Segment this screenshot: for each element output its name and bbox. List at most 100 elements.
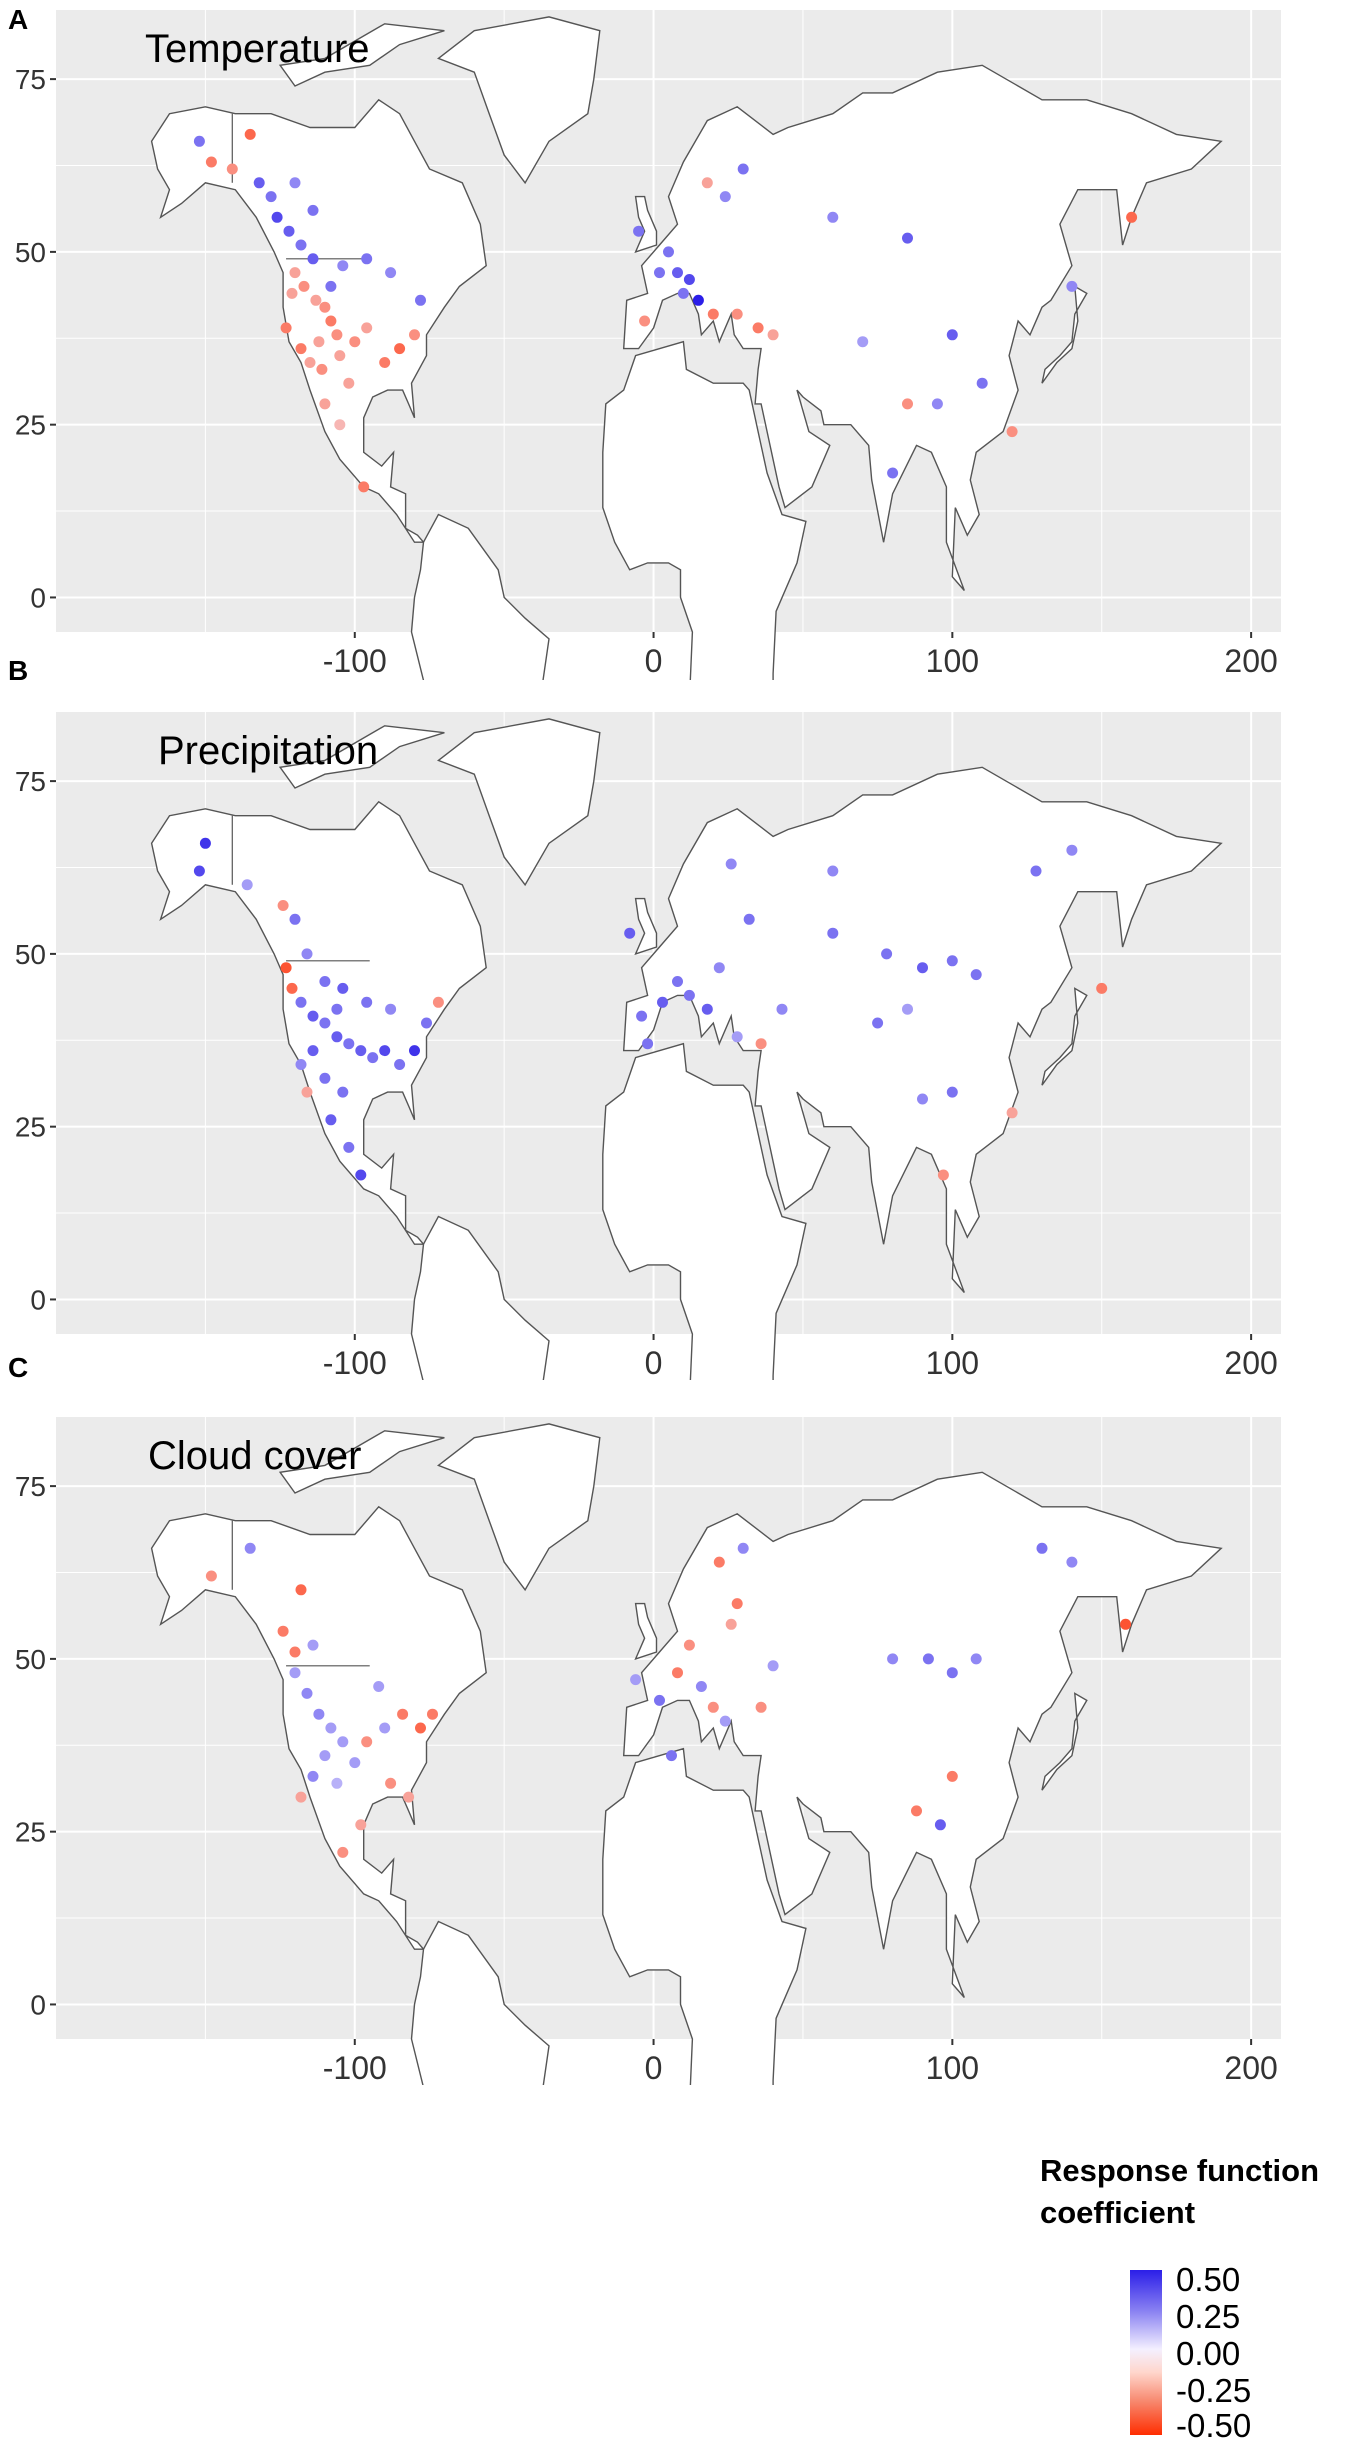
site-point — [946, 1086, 958, 1098]
site-point — [334, 419, 346, 431]
site-point — [887, 1653, 899, 1665]
site-point — [666, 1750, 677, 1762]
site-point — [1096, 982, 1108, 994]
site-point — [719, 191, 731, 203]
y-tick-label: 25 — [15, 1817, 46, 1848]
site-point — [642, 1038, 654, 1050]
site-point — [271, 211, 283, 223]
site-point — [1120, 1618, 1132, 1630]
site-point — [902, 232, 913, 244]
site-point — [827, 927, 839, 939]
site-point — [692, 294, 704, 306]
site-point — [334, 350, 346, 362]
landmass-japan — [1041, 285, 1088, 384]
y-tick-label: 25 — [15, 410, 46, 441]
site-point — [1066, 1556, 1078, 1568]
site-point — [663, 246, 674, 258]
site-point — [1066, 280, 1078, 292]
y-tick-label: 0 — [30, 1284, 46, 1315]
site-point — [295, 1584, 307, 1596]
site-point — [289, 1646, 301, 1658]
site-point — [361, 253, 373, 265]
site-point — [319, 301, 331, 313]
panel-letter-b: B — [8, 655, 29, 686]
site-point — [394, 343, 406, 355]
site-point — [331, 1031, 343, 1043]
site-point — [244, 1542, 256, 1554]
landmass-arctic-islands — [278, 1430, 445, 1494]
x-tick-label: 200 — [1224, 643, 1277, 679]
site-point — [1036, 1542, 1048, 1554]
site-point — [277, 1625, 289, 1637]
site-point — [307, 1770, 319, 1782]
site-point — [695, 1681, 707, 1692]
site-point — [295, 343, 307, 355]
landmass-britain — [634, 897, 658, 956]
landmass-britain — [634, 195, 658, 254]
x-tick-label: -100 — [323, 643, 387, 679]
map-plot-area — [56, 712, 1281, 1380]
site-point — [409, 329, 420, 341]
site-point — [355, 1169, 367, 1181]
x-tick-label: 200 — [1224, 2050, 1277, 2085]
site-point — [280, 962, 292, 974]
y-tick-label: 0 — [30, 582, 46, 613]
site-point — [379, 357, 391, 368]
y-tick-label: 75 — [15, 1471, 46, 1502]
site-point — [325, 1722, 337, 1734]
site-point — [313, 1708, 325, 1720]
landmass-greenland — [436, 16, 601, 185]
site-point — [379, 1045, 391, 1057]
x-tick-label: 100 — [926, 2050, 979, 2085]
site-point — [307, 204, 319, 216]
legend-title-line2: coefficient — [1040, 2195, 1196, 2230]
site-point — [319, 398, 331, 410]
site-point — [934, 1819, 946, 1831]
panel-title: Temperature — [145, 27, 370, 71]
site-point — [385, 1777, 397, 1789]
temperature-map: Temperature -100 0 100 200 0 25 50 75 — [15, 10, 1281, 680]
site-point — [743, 913, 755, 925]
landmass-africa — [602, 1747, 807, 2085]
site-point — [193, 135, 205, 147]
site-point — [731, 1031, 743, 1043]
site-point — [970, 969, 982, 981]
site-point — [713, 1556, 725, 1568]
site-point — [633, 225, 645, 237]
site-point — [304, 357, 316, 368]
x-tick-label: 0 — [645, 1345, 663, 1380]
site-point — [319, 1017, 331, 1029]
site-point — [827, 211, 839, 223]
site-point — [857, 336, 869, 348]
legend-colorbar — [1130, 2270, 1162, 2435]
site-point — [337, 1846, 349, 1858]
site-point — [946, 1667, 958, 1679]
site-point — [683, 274, 695, 285]
site-point — [313, 336, 325, 348]
site-point — [946, 329, 958, 341]
site-point — [701, 177, 713, 189]
landmass-south-america — [410, 513, 550, 680]
site-point — [427, 1708, 438, 1720]
site-point — [265, 191, 277, 203]
site-point — [725, 1618, 737, 1630]
axes: -100 0 100 200 0 25 50 75 — [15, 1471, 1278, 2085]
site-point — [337, 982, 349, 994]
site-point — [226, 163, 238, 175]
site-point — [657, 996, 668, 1008]
site-point — [630, 1674, 642, 1686]
site-point — [355, 1819, 367, 1831]
site-point — [654, 267, 665, 279]
site-point — [349, 336, 361, 348]
landmass-north-america — [150, 800, 487, 1245]
site-point — [337, 260, 349, 272]
site-point — [385, 267, 397, 279]
site-point — [349, 1757, 361, 1769]
site-point — [385, 1003, 397, 1015]
site-point — [343, 377, 355, 389]
landmass-africa — [602, 1042, 807, 1380]
site-point — [737, 1542, 749, 1554]
site-point — [654, 1694, 665, 1706]
site-point — [827, 865, 839, 877]
site-point — [931, 398, 943, 410]
